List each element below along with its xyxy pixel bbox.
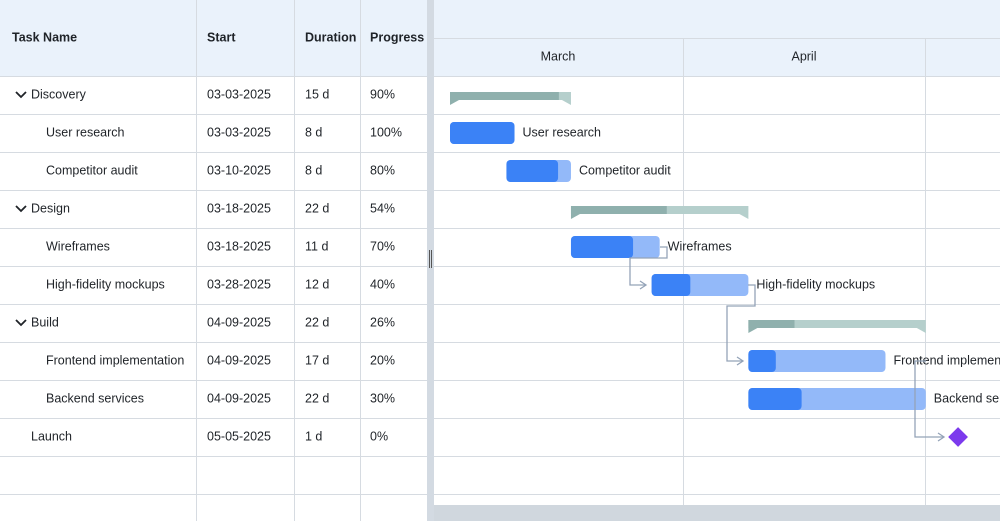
- task-name[interactable]: Wireframes: [46, 239, 110, 253]
- duration: 8 d: [305, 163, 322, 177]
- dependency: [726, 284, 756, 362]
- summary-bar: [748, 320, 926, 328]
- dependency: [914, 360, 944, 438]
- duration: 1 d: [305, 429, 322, 443]
- bar-label: Backend services: [934, 391, 1000, 405]
- task-name[interactable]: Launch: [31, 429, 72, 443]
- column-header[interactable]: Task Name: [12, 30, 77, 44]
- task-name[interactable]: Design: [31, 201, 70, 215]
- dependency: [629, 246, 668, 286]
- task-bar[interactable]: [748, 350, 886, 372]
- grid-header: [0, 0, 427, 76]
- task-name[interactable]: Build: [31, 315, 59, 329]
- start-date: 04-09-2025: [207, 353, 271, 367]
- month-label: March: [541, 49, 576, 63]
- arrow-head: [937, 432, 946, 442]
- expand-toggle[interactable]: [15, 91, 27, 99]
- start-date: 03-10-2025: [207, 163, 271, 177]
- start-date: 03-18-2025: [207, 239, 271, 253]
- task-progress: [748, 350, 776, 372]
- duration: 11 d: [305, 239, 328, 253]
- expand-toggle[interactable]: [15, 319, 27, 327]
- h-scrollbar[interactable]: [434, 505, 1000, 521]
- start-date: 03-28-2025: [207, 277, 271, 291]
- duration: 17 d: [305, 353, 329, 367]
- column-header[interactable]: Duration: [305, 30, 356, 44]
- bar-label: Competitor audit: [579, 163, 671, 177]
- task-progress: [506, 160, 559, 182]
- splitter[interactable]: [427, 0, 434, 521]
- progress: 26%: [370, 315, 395, 329]
- summary-cap: [739, 214, 749, 219]
- start-date: 04-09-2025: [207, 391, 271, 405]
- task-progress: [570, 236, 634, 258]
- column-header[interactable]: Start: [207, 30, 236, 44]
- start-date: 03-03-2025: [207, 125, 271, 139]
- bar-label: Wireframes: [668, 239, 732, 253]
- start-date: 05-05-2025: [207, 429, 271, 443]
- progress: 70%: [370, 239, 395, 253]
- summary-progress: [450, 92, 559, 100]
- task-progress: [450, 122, 515, 144]
- duration: 22 d: [305, 391, 329, 405]
- duration: 12 d: [305, 277, 329, 291]
- duration: 8 d: [305, 125, 322, 139]
- task-name[interactable]: User research: [46, 125, 125, 139]
- task-name[interactable]: Competitor audit: [46, 163, 138, 177]
- task-progress: [651, 274, 691, 296]
- progress: 0%: [370, 429, 388, 443]
- progress: 54%: [370, 201, 395, 215]
- duration: 22 d: [305, 201, 329, 215]
- task-progress: [748, 388, 802, 410]
- arrow-head: [639, 280, 648, 290]
- progress: 100%: [370, 125, 402, 139]
- summary-cap: [570, 214, 580, 219]
- expand-toggle[interactable]: [15, 205, 27, 213]
- summary-cap: [916, 328, 926, 333]
- column-header[interactable]: Progress: [370, 30, 424, 44]
- progress: 80%: [370, 163, 395, 177]
- start-date: 04-09-2025: [207, 315, 271, 329]
- duration: 15 d: [305, 87, 329, 101]
- dependency-links: [629, 246, 946, 442]
- progress: 40%: [370, 277, 395, 291]
- bar-label: User research: [523, 125, 602, 139]
- task-name[interactable]: Frontend implementation: [46, 353, 184, 367]
- task-name[interactable]: Backend services: [46, 391, 144, 405]
- start-date: 03-18-2025: [207, 201, 271, 215]
- progress: 90%: [370, 87, 395, 101]
- task-name[interactable]: Discovery: [31, 87, 87, 101]
- summary-cap: [748, 328, 758, 333]
- bar-label: High-fidelity mockups: [756, 277, 875, 291]
- task-name[interactable]: High-fidelity mockups: [46, 277, 165, 291]
- progress: 20%: [370, 353, 395, 367]
- duration: 22 d: [305, 315, 329, 329]
- milestone[interactable]: [948, 427, 968, 447]
- bar-label: Frontend implementation: [893, 353, 1000, 367]
- summary-progress: [748, 320, 795, 328]
- start-date: 03-03-2025: [207, 87, 271, 101]
- summary-cap: [450, 100, 459, 105]
- summary-cap: [561, 100, 571, 105]
- arrow-head: [736, 356, 745, 366]
- summary-progress: [570, 206, 667, 214]
- progress: 30%: [370, 391, 395, 405]
- month-label: April: [791, 49, 816, 63]
